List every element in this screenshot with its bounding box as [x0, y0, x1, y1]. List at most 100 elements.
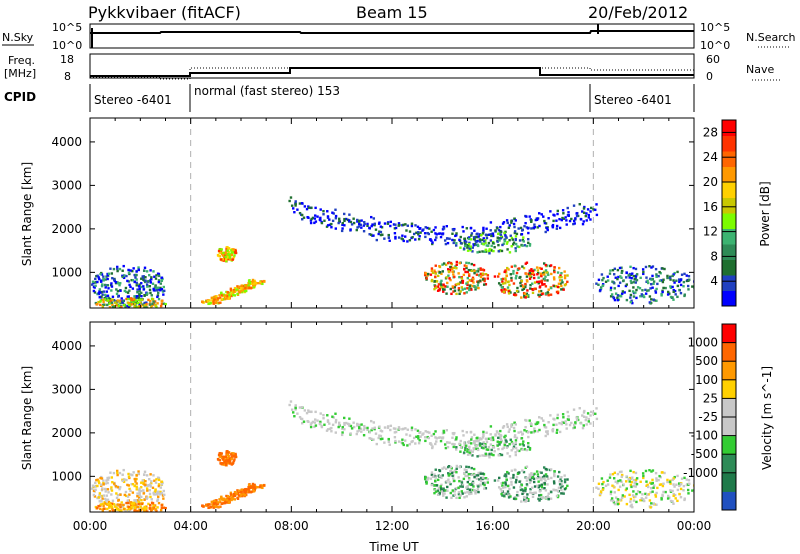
velocity-point: [122, 504, 124, 506]
velocity-point: [414, 428, 416, 430]
power-point: [434, 226, 436, 228]
velocity-point: [516, 437, 518, 439]
power-point: [557, 286, 559, 288]
power-point: [632, 290, 634, 292]
velocity-point: [511, 449, 513, 451]
power-point: [468, 289, 470, 291]
velocity-point: [564, 488, 566, 490]
velocity-point: [118, 509, 120, 511]
velocity-point: [515, 439, 517, 441]
velocity-point: [144, 484, 146, 486]
power-point: [537, 276, 539, 278]
colorbar-tick-label: 4: [710, 274, 718, 288]
power-point: [128, 304, 130, 306]
velocity-point: [156, 506, 158, 508]
power-point: [506, 248, 508, 250]
power-point: [440, 236, 442, 238]
velocity-point: [453, 480, 455, 482]
velocity-point: [150, 480, 152, 482]
power-point: [524, 222, 526, 224]
velocity-point: [409, 434, 411, 436]
power-point: [156, 289, 158, 291]
velocity-point: [505, 478, 507, 480]
velocity-point: [92, 485, 94, 487]
power-point: [143, 295, 145, 297]
power-point: [522, 285, 524, 287]
velocity-point: [501, 490, 503, 492]
power-point: [327, 224, 329, 226]
velocity-point: [633, 479, 635, 481]
velocity-point: [440, 487, 442, 489]
velocity-point: [547, 498, 549, 500]
velocity-point: [486, 441, 488, 443]
velocity-point: [428, 431, 430, 433]
velocity-point: [508, 488, 510, 490]
power-point: [567, 207, 569, 209]
power-point: [611, 293, 613, 295]
velocity-point: [405, 433, 407, 435]
velocity-point: [529, 491, 531, 493]
power-point: [662, 281, 664, 283]
power-point: [538, 225, 540, 227]
velocity-point: [632, 490, 634, 492]
velocity-point: [321, 426, 323, 428]
radar-title: Pykkvibaer (fitACF): [88, 3, 241, 22]
power-point: [617, 299, 619, 301]
velocity-point: [515, 481, 517, 483]
velocity-point: [228, 498, 230, 500]
power-point: [639, 287, 641, 289]
power-point: [541, 282, 543, 284]
velocity-point: [450, 466, 452, 468]
power-point: [468, 275, 470, 277]
velocity-point: [464, 492, 466, 494]
power-point: [671, 296, 673, 298]
velocity-point: [146, 496, 148, 498]
nave-trace: [90, 68, 694, 79]
power-point: [525, 215, 527, 217]
power-point: [609, 269, 611, 271]
power-point: [411, 225, 413, 227]
velocity-point: [622, 483, 624, 485]
velocity-point: [128, 508, 130, 510]
velocity-point: [531, 487, 533, 489]
power-point: [634, 291, 636, 293]
power-point: [582, 223, 584, 225]
power-point: [619, 267, 621, 269]
velocity-point: [494, 479, 496, 481]
velocity-point: [421, 433, 423, 435]
power-point: [573, 220, 575, 222]
velocity-point: [524, 500, 526, 502]
power-point: [636, 273, 638, 275]
velocity-point: [483, 444, 485, 446]
power-point: [529, 272, 531, 274]
velocity-point: [304, 409, 306, 411]
velocity-point: [683, 485, 685, 487]
velocity-point: [468, 447, 470, 449]
velocity-point: [669, 481, 671, 483]
power-point: [98, 276, 100, 278]
power-point: [154, 285, 156, 287]
cpid-segment-3: Stereo -6401: [594, 93, 672, 107]
velocity-point: [454, 490, 456, 492]
velocity-point: [428, 437, 430, 439]
power-point: [505, 236, 507, 238]
power-point: [358, 223, 360, 225]
velocity-point: [683, 499, 685, 501]
power-point: [314, 207, 316, 209]
velocity-point: [451, 443, 453, 445]
velocity-point: [253, 486, 255, 488]
velocity-point: [436, 484, 438, 486]
velocity-point: [488, 456, 490, 458]
velocity-point: [483, 487, 485, 489]
power-point: [548, 289, 550, 291]
power-point: [486, 237, 488, 239]
power-point: [607, 276, 609, 278]
power-point: [502, 282, 504, 284]
velocity-point: [149, 493, 151, 495]
power-point: [470, 227, 472, 229]
power-point: [527, 232, 529, 234]
power-point: [99, 296, 101, 298]
power-point: [235, 252, 237, 254]
velocity-point: [137, 470, 139, 472]
